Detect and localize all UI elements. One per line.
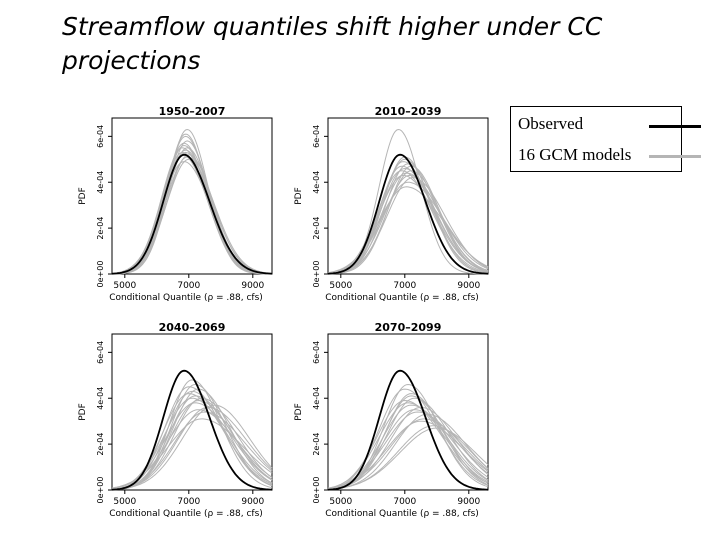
gcm-curve-11 — [327, 156, 489, 275]
panel-title: 2010–2039 — [375, 105, 442, 118]
legend-swatch-gcm — [649, 155, 701, 158]
panel-1950-2007: 1950–2007 5000 7000 9000 0e+00 2e-04 4e-04 6e-0… — [76, 104, 276, 314]
plot-frame — [327, 333, 489, 491]
y-tick-label: 4e-04 — [312, 387, 321, 410]
gcm-curve-13 — [111, 418, 273, 489]
y-tick-label: 6e-04 — [312, 125, 321, 148]
y-tick-label: 4e-04 — [96, 387, 105, 410]
x-tick-label: 5000 — [113, 497, 136, 507]
legend-item-gcm: 16 GCM models — [518, 144, 631, 166]
legend-item-observed: Observed — [518, 113, 583, 135]
observed-curve — [327, 369, 489, 491]
y-axis-label: PDF — [78, 187, 88, 205]
chart-svg: 1950–2007 5000 7000 9000 0e+00 2e-04 4e-04 6e-0… — [78, 105, 273, 303]
y-tick-label: 0e+00 — [96, 477, 105, 504]
gcm-curve-5 — [111, 151, 273, 275]
gcm-curve-12 — [111, 393, 273, 490]
gcm-curve-3 — [327, 388, 489, 490]
gcm-curve-9 — [111, 390, 273, 490]
x-tick-label: 7000 — [177, 281, 200, 291]
gcm-curve-13 — [111, 161, 273, 275]
slide-title: Streamflow quantiles shift higher under … — [62, 12, 603, 75]
chart-svg: 2070–2099 5000 7000 9000 0e+00 2e-04 4e-04 6e-0… — [294, 321, 489, 519]
x-tick-label: 5000 — [329, 281, 352, 291]
gcm-curve-8 — [111, 154, 272, 275]
x-axis-label: Conditional Quantile (ρ = .88, cfs) — [325, 509, 479, 519]
legend-swatch-observed — [649, 125, 701, 128]
panel-2010-2039: 2010–2039 5000 7000 9000 0e+00 2e-04 4e-04 6e-0… — [292, 104, 492, 314]
legend-label-observed: Observed — [518, 114, 584, 133]
gcm-curve-9 — [112, 144, 272, 275]
legend: Observed 16 GCM models — [510, 106, 701, 172]
gcm-curve-8 — [111, 399, 273, 490]
y-tick-label: 0e+00 — [312, 261, 321, 288]
gcm-curve-16 — [327, 174, 489, 274]
gcm-curve-5 — [327, 406, 489, 490]
y-tick-label: 2e-04 — [96, 433, 105, 456]
plot-frame — [327, 117, 489, 275]
legend-label-gcm: 16 GCM models — [518, 145, 632, 164]
x-tick-label: 7000 — [177, 497, 200, 507]
gcm-curve-1 — [328, 128, 489, 275]
y-tick-label: 4e-04 — [312, 171, 321, 194]
gcm-curve-12 — [327, 399, 489, 489]
gcm-curve-16 — [111, 397, 273, 490]
chart-svg: 2010–2039 5000 7000 9000 0e+00 2e-04 4e-04 6e-0… — [294, 105, 489, 303]
x-axis-label: Conditional Quantile (ρ = .88, cfs) — [109, 293, 263, 303]
x-tick-label: 5000 — [329, 497, 352, 507]
gcm-curve-14 — [327, 427, 489, 490]
gcm-curve-7 — [111, 406, 273, 490]
x-tick-label: 9000 — [241, 281, 264, 291]
gcm-curve-11 — [111, 404, 273, 490]
y-tick-label: 6e-04 — [96, 125, 105, 148]
y-tick-label: 2e-04 — [96, 217, 105, 240]
panel-title: 1950–2007 — [159, 105, 226, 118]
x-tick-label: 9000 — [241, 497, 264, 507]
y-axis-label: PDF — [294, 403, 304, 421]
y-tick-label: 6e-04 — [312, 341, 321, 364]
x-tick-label: 7000 — [393, 497, 416, 507]
y-tick-label: 0e+00 — [96, 261, 105, 288]
y-tick-label: 0e+00 — [312, 477, 321, 504]
gcm-curve-14 — [328, 165, 489, 275]
gcm-curve-7 — [111, 158, 273, 275]
x-axis-label: Conditional Quantile (ρ = .88, cfs) — [325, 293, 479, 303]
observed-curve — [111, 369, 273, 491]
x-tick-label: 9000 — [457, 281, 480, 291]
panel-2040-2069: 2040–2069 5000 7000 9000 0e+00 2e-04 4e-04 6e-0… — [76, 320, 276, 530]
x-axis-label: Conditional Quantile (ρ = .88, cfs) — [109, 509, 263, 519]
gcm-curve-15 — [327, 186, 489, 274]
y-axis-label: PDF — [78, 403, 88, 421]
gcm-curve-15 — [111, 151, 272, 275]
gcm-curve-12 — [111, 154, 273, 275]
gcm-curve-10 — [327, 177, 489, 275]
panel-2070-2099: 2070–2099 5000 7000 9000 0e+00 2e-04 4e-04 6e-0… — [292, 320, 492, 530]
x-tick-label: 5000 — [113, 281, 136, 291]
y-tick-label: 2e-04 — [312, 433, 321, 456]
gcm-curve-10 — [111, 149, 272, 275]
gcm-curve-10 — [111, 411, 273, 490]
observed-curve — [327, 153, 489, 275]
gcm-curve-10 — [327, 395, 489, 490]
y-tick-label: 4e-04 — [96, 171, 105, 194]
plot-frame — [111, 333, 273, 491]
y-axis-label: PDF — [294, 187, 304, 205]
observed-curve — [111, 153, 273, 275]
panel-title: 2040–2069 — [159, 321, 226, 334]
chart-svg: 2040–2069 5000 7000 9000 0e+00 2e-04 4e-04 6e-0… — [78, 321, 273, 519]
panel-title: 2070–2099 — [375, 321, 442, 334]
x-tick-label: 9000 — [457, 497, 480, 507]
x-tick-label: 7000 — [393, 281, 416, 291]
plot-frame — [111, 117, 273, 275]
gcm-curve-6 — [111, 156, 273, 275]
y-tick-label: 6e-04 — [96, 341, 105, 364]
y-tick-label: 2e-04 — [312, 217, 321, 240]
